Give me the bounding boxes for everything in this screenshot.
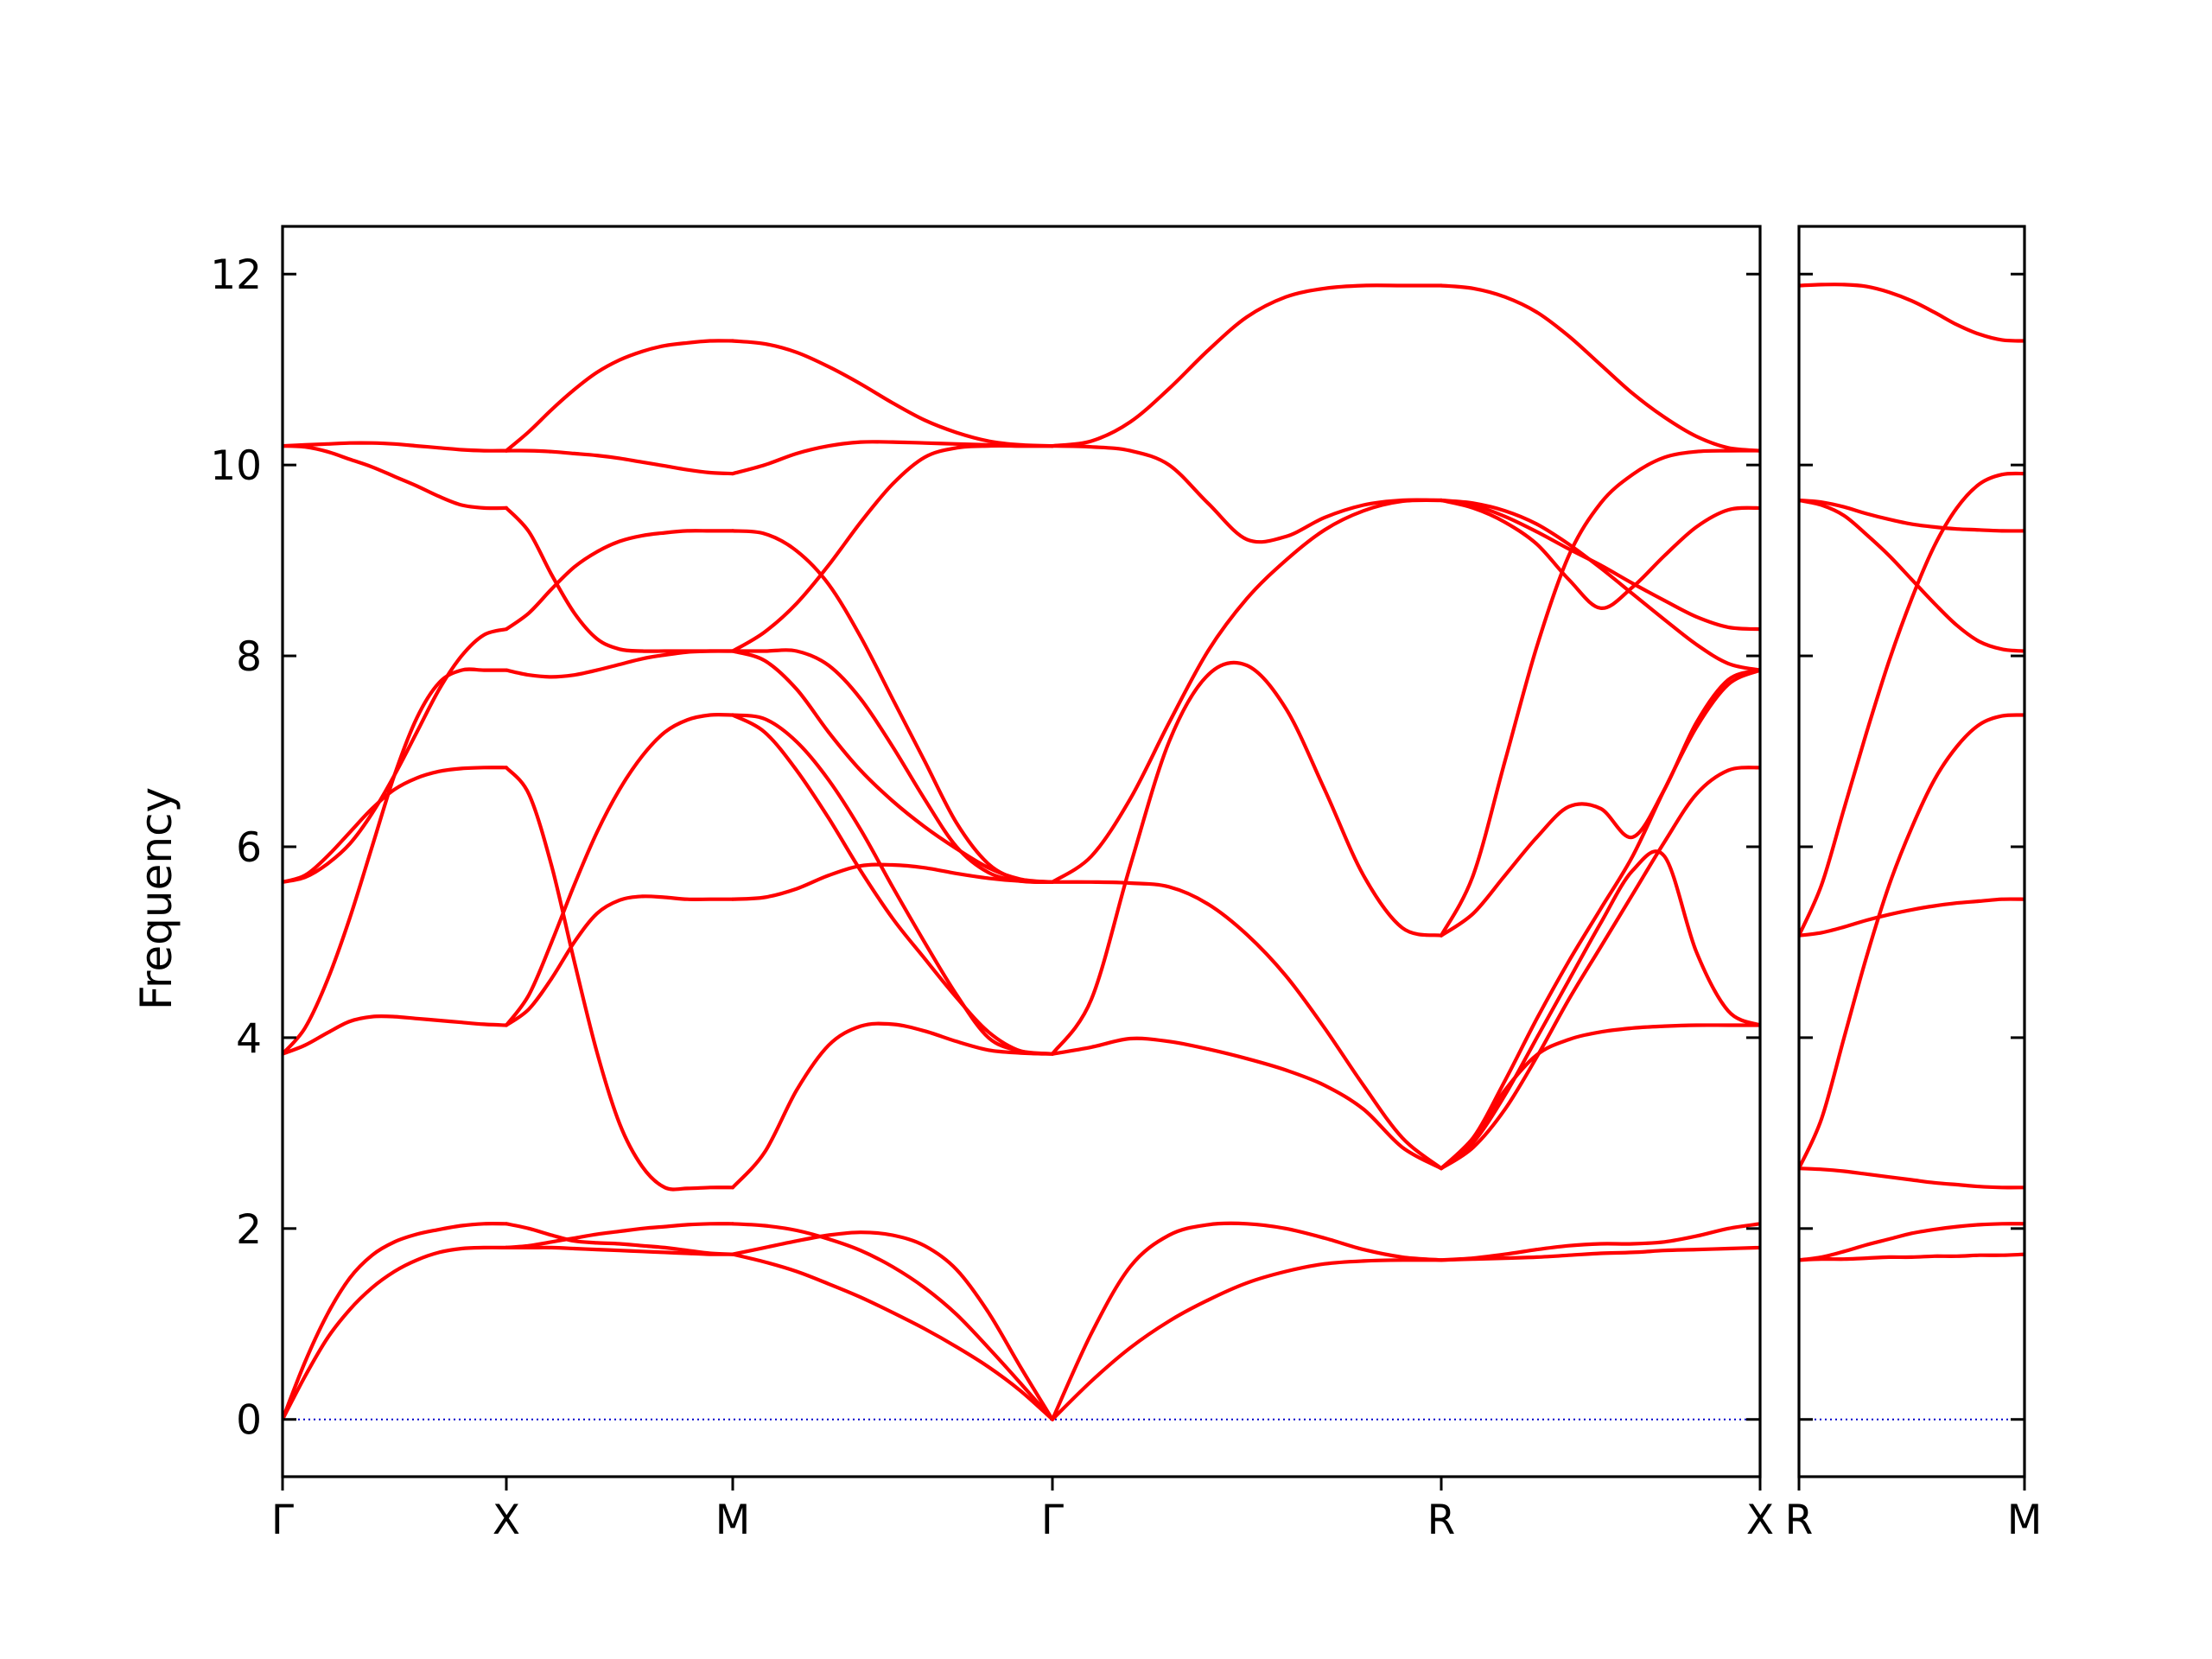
- band-line-Γ-X-6: [283, 444, 509, 511]
- band-line-R-X-10: [1439, 498, 1760, 672]
- y-tick-label: 10: [210, 442, 262, 490]
- band-line-R-M-1: [1799, 1222, 2024, 1262]
- y-tick-label: 12: [210, 251, 262, 299]
- band-line-R-M-3: [1799, 713, 2024, 1171]
- band-line-M-Γ-6: [730, 713, 1055, 1056]
- band-line-R-M-6: [1799, 498, 2024, 653]
- y-tick-labels: 0 2 4 6 8 10 12: [210, 251, 262, 1444]
- band-line-X-M-4: [504, 766, 735, 1192]
- x-tick-label: R: [1427, 1497, 1456, 1544]
- band-line-R-X-3: [1439, 849, 1760, 1171]
- y-tick-label: 0: [236, 1397, 262, 1445]
- band-line-Γ-X-0: [283, 1245, 509, 1421]
- band-line-M-Γ-9: [730, 529, 1055, 884]
- y-tick-label: 4: [236, 1015, 262, 1063]
- band-line-R-M-8: [1799, 283, 2024, 343]
- band-line-M-Γ-1: [730, 1222, 1055, 1421]
- x-tick-label: M: [2007, 1497, 2043, 1544]
- band-line-Γ-X-7: [283, 441, 509, 453]
- band-line-X-M-0: [504, 1245, 735, 1256]
- x-tick-label: Γ: [271, 1497, 294, 1544]
- x-tick-label: X: [493, 1497, 520, 1544]
- band-line-R-M-0: [1799, 1252, 2024, 1262]
- band-line-Γ-R-2: [1050, 1036, 1444, 1171]
- band-line-M-Γ-12: [730, 339, 1055, 448]
- band-line-Γ-R-6: [1050, 444, 1444, 544]
- band-line-R-M-4: [1799, 897, 2024, 938]
- band-line-Γ-R-3: [1050, 880, 1444, 1171]
- band-line-M-Γ-7: [730, 649, 1055, 884]
- band-line-X-M-2: [504, 1222, 735, 1249]
- band-line-R-X-4: [1439, 766, 1760, 1171]
- band-line-Γ-R-4: [1050, 660, 1444, 1056]
- band-line-R-X-0: [1439, 1245, 1760, 1262]
- band-line-X-M-6: [504, 649, 735, 679]
- x-tick-label: R: [1785, 1497, 1814, 1544]
- band-line-R-X-7: [1439, 448, 1760, 938]
- band-line-M-Γ-11: [730, 440, 1055, 476]
- band-line-X-M-5: [504, 713, 735, 1027]
- band-line-M-Γ-10: [730, 443, 1055, 653]
- band-line-R-X-1: [1439, 1222, 1760, 1262]
- band-line-R-X-9: [1439, 498, 1760, 632]
- band-line-Γ-X-4: [283, 766, 509, 884]
- plot-frame: [281, 225, 1762, 1478]
- band-line-R-X-5: [1439, 668, 1760, 938]
- band-line-M-Γ-8: [730, 648, 1055, 885]
- band-line-R-M-7: [1799, 498, 2024, 533]
- band-line-R-X-11: [1439, 283, 1760, 453]
- band-line-Γ-R-7: [1050, 283, 1444, 448]
- band-line-X-M-10: [504, 339, 735, 453]
- band-line-Γ-R-5: [1050, 498, 1444, 884]
- band-line-Γ-R-1: [1050, 1221, 1444, 1421]
- x-tick-label: Γ: [1041, 1497, 1064, 1544]
- band-line-R-M-5: [1799, 471, 2024, 938]
- band-line-R-X-2: [1439, 1023, 1760, 1171]
- band-lines: [1799, 283, 2024, 1262]
- band-lines: [283, 283, 1760, 1421]
- band-line-X-M-8: [504, 505, 735, 653]
- band-line-X-M-3: [504, 894, 735, 1027]
- band-line-Γ-X-1: [283, 1222, 509, 1421]
- band-line-Γ-X-3: [283, 667, 509, 1056]
- band-line-M-Γ-3: [730, 1021, 1055, 1190]
- y-axis-label: Frequency: [131, 787, 181, 1010]
- band-line-Γ-X-2: [283, 1014, 509, 1056]
- x-tick-label: X: [1746, 1497, 1774, 1544]
- plot-frame: [1797, 225, 2026, 1478]
- band-line-X-M-7: [504, 529, 735, 632]
- band-line-M-Γ-2: [730, 1230, 1055, 1421]
- band-line-Γ-R-0: [1050, 1258, 1444, 1421]
- band-line-M-Γ-0: [730, 1252, 1055, 1421]
- band-line-R-X-6: [1439, 668, 1760, 1171]
- y-tick-label: 2: [236, 1206, 262, 1254]
- y-tick-label: 8: [236, 633, 262, 681]
- band-line-R-M-2: [1799, 1166, 2024, 1190]
- band-line-X-M-1: [504, 1222, 735, 1256]
- band-line-Γ-X-5: [283, 627, 509, 884]
- band-line-R-X-8: [1439, 498, 1760, 610]
- band-line-X-M-9: [504, 448, 735, 476]
- band-line-M-Γ-4: [730, 862, 1055, 901]
- x-tick-label: M: [715, 1497, 751, 1544]
- band-line-M-Γ-5: [730, 713, 1055, 1056]
- y-tick-label: 6: [236, 824, 262, 872]
